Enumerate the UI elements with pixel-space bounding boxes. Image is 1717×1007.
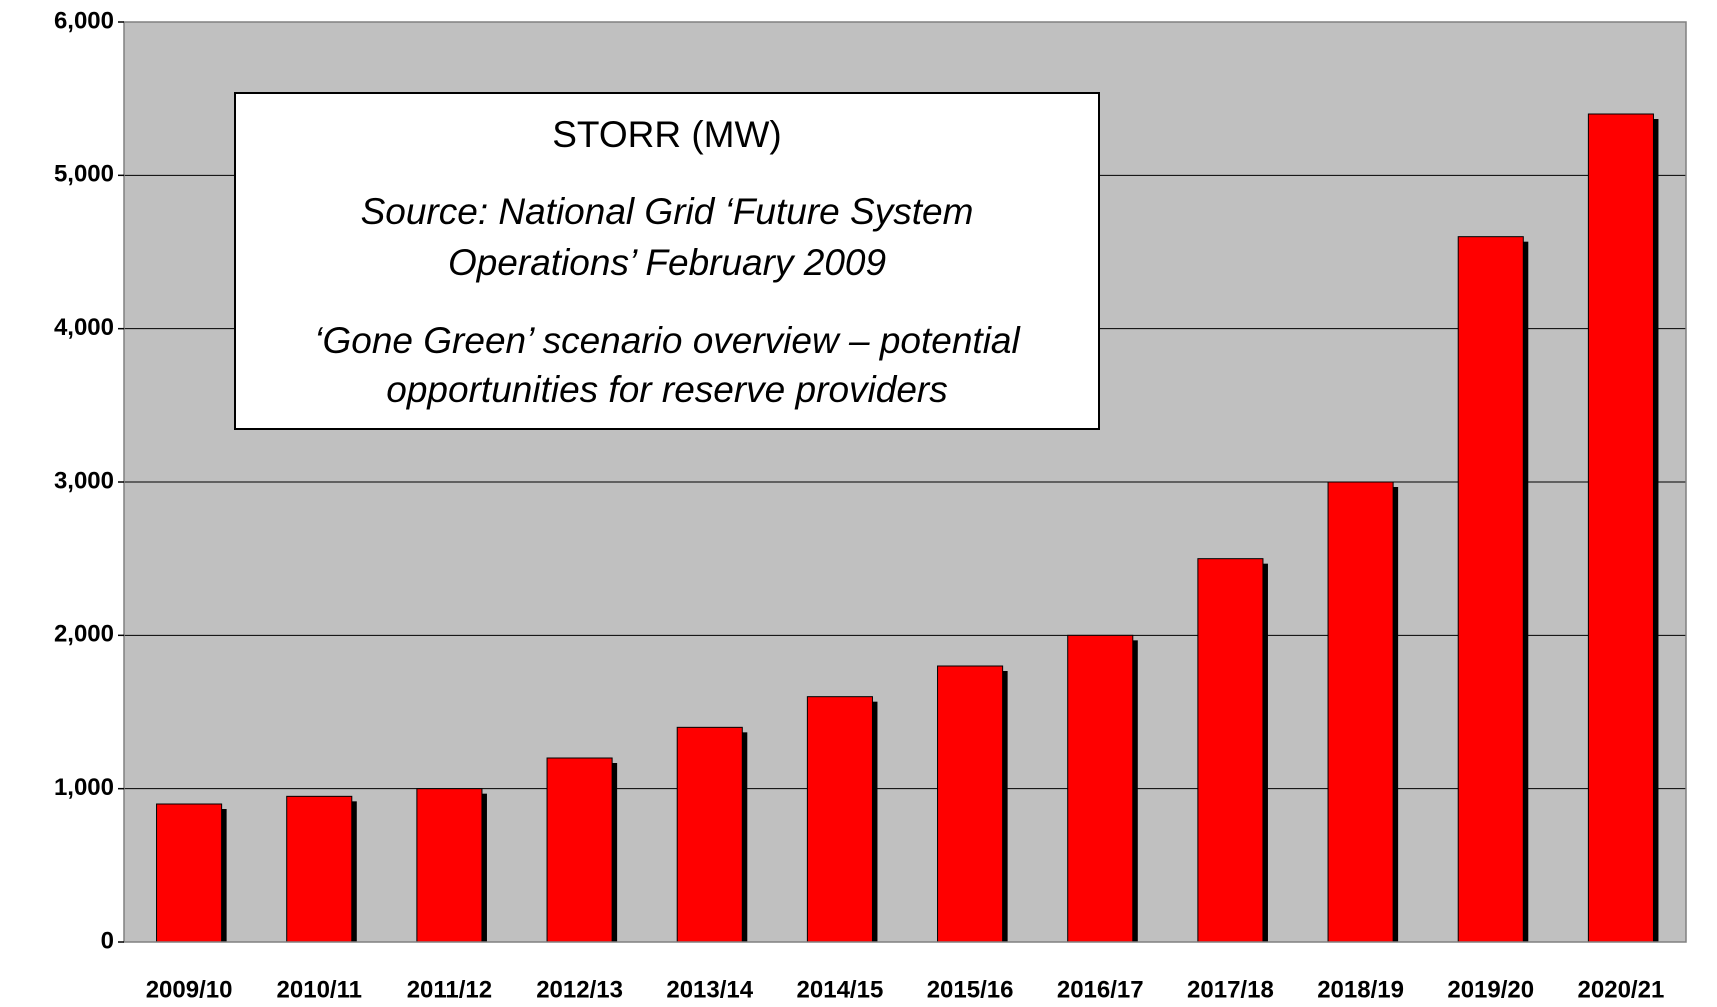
annotation: Source: National Grid ‘Future System [361, 191, 974, 232]
x-tick-label: 2019/20 [1447, 976, 1534, 1003]
x-tick-label: 2016/17 [1057, 976, 1144, 1003]
annotation: opportunities for reserve providers [386, 369, 947, 410]
y-tick-label: 6,000 [54, 7, 114, 34]
bar [1587, 113, 1654, 943]
annotation-box [234, 92, 1100, 430]
bar [1067, 634, 1134, 943]
bar [676, 726, 743, 943]
bar [286, 795, 353, 943]
bar [1197, 558, 1264, 943]
y-tick-label: 2,000 [54, 621, 114, 648]
bar [1327, 481, 1394, 943]
x-tick-label: 2010/11 [277, 976, 362, 1003]
y-tick-label: 1,000 [54, 774, 114, 801]
bar [1457, 236, 1524, 943]
annotation: Operations’ February 2009 [448, 242, 886, 283]
y-tick-label: 4,000 [54, 314, 114, 341]
x-tick-label: 2013/14 [666, 976, 753, 1003]
annotation: STORR (MW) [552, 114, 782, 155]
annotation: ‘Gone Green’ scenario overview – potenti… [314, 320, 1021, 361]
x-tick-label: 2015/16 [927, 976, 1014, 1003]
bars [156, 113, 1659, 943]
x-tick-label: 2020/21 [1578, 976, 1665, 1003]
x-tick-label: 2014/15 [797, 976, 884, 1003]
x-tick-label: 2012/13 [536, 976, 623, 1003]
x-tick-label: 2017/18 [1187, 976, 1274, 1003]
x-tick-label: 2011/12 [407, 976, 492, 1003]
bar [937, 665, 1004, 943]
y-tick-label: 5,000 [54, 161, 114, 188]
y-tick-label: 3,000 [54, 467, 114, 494]
y-tick-label: 0 [101, 927, 114, 954]
bar [806, 696, 873, 943]
x-tick-label: 2009/10 [146, 976, 233, 1003]
bar [546, 757, 613, 943]
bar [416, 788, 483, 943]
bar [156, 803, 223, 943]
x-tick-label: 2018/19 [1317, 976, 1404, 1003]
